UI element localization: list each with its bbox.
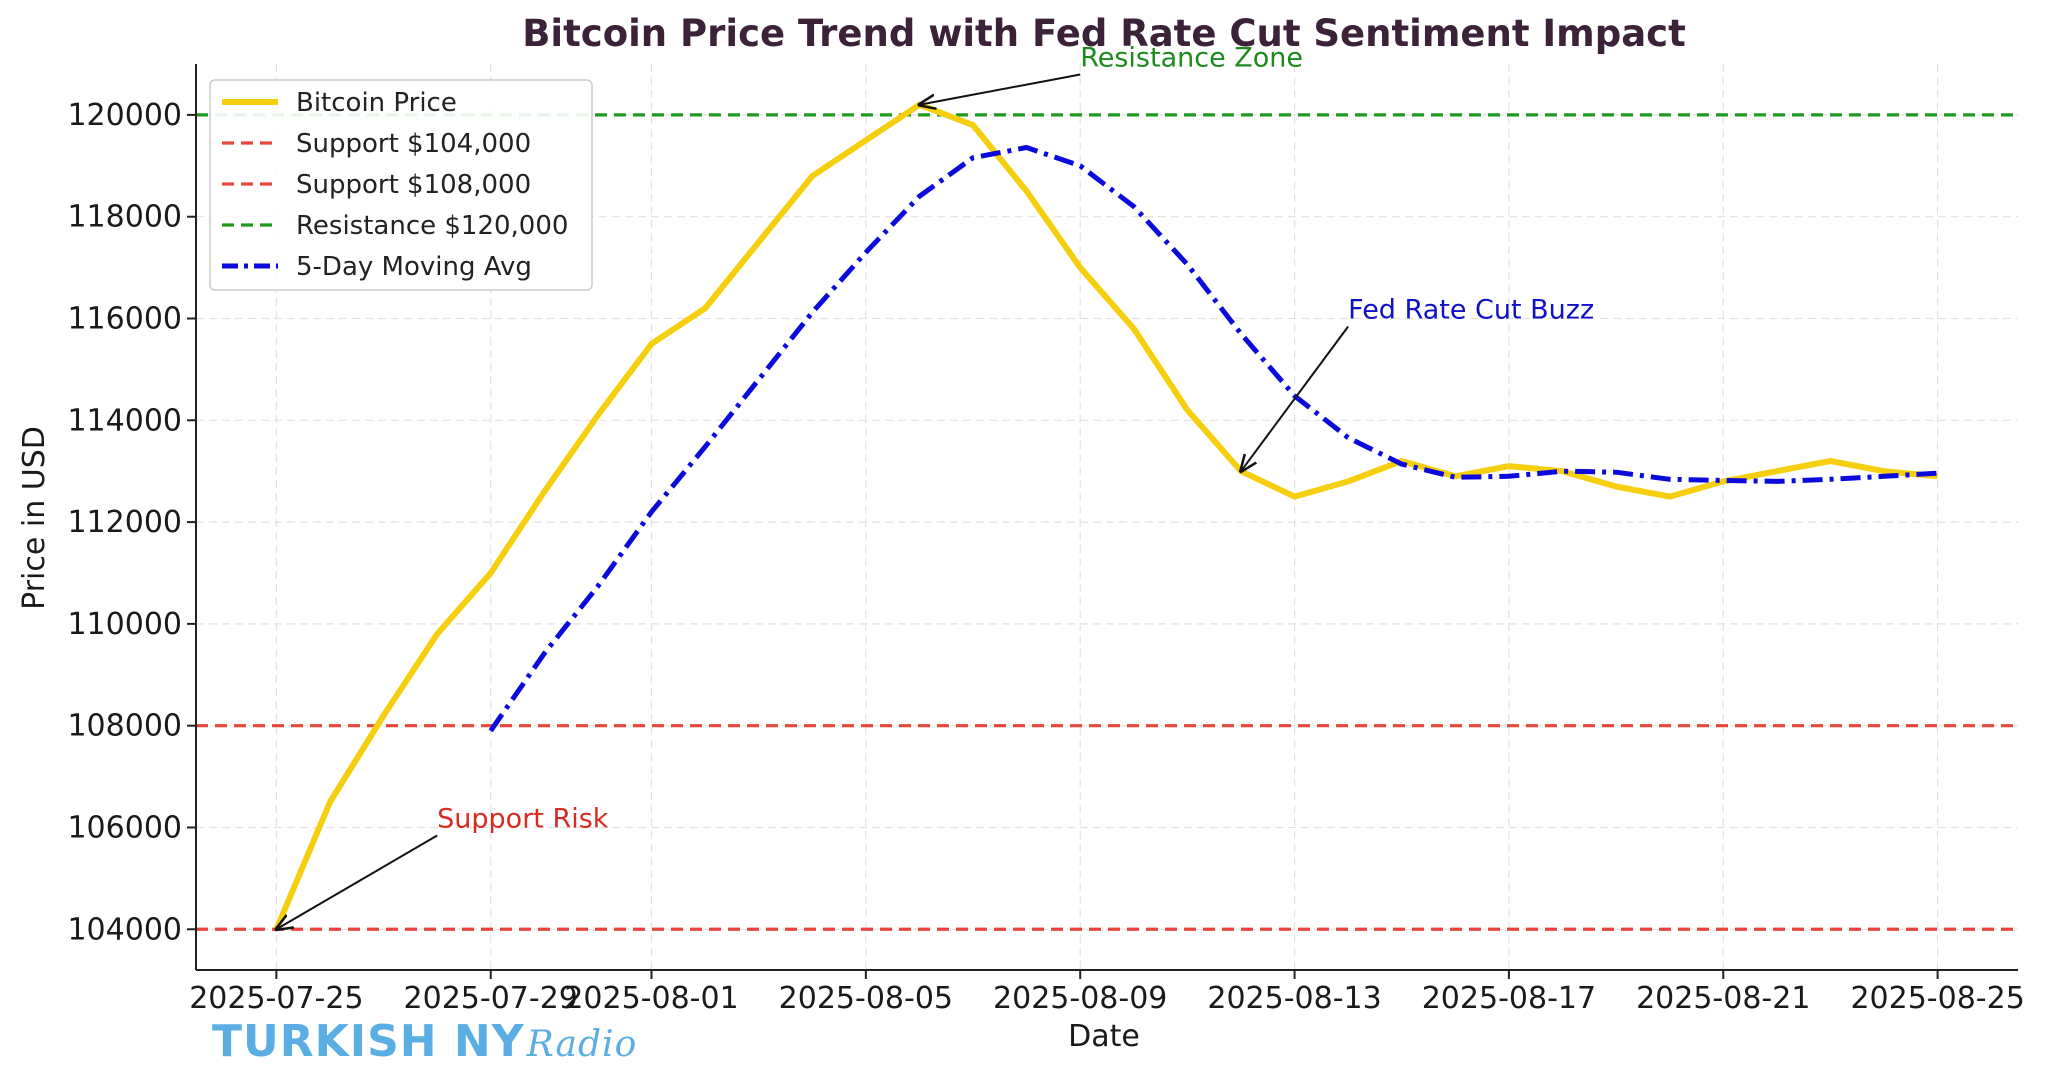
legend-label-1: Support $104,000 <box>296 129 531 159</box>
x-tick-label: 2025-08-09 <box>993 981 1167 1016</box>
annotation-text-0: Resistance Zone <box>1080 43 1303 74</box>
chart-title: Bitcoin Price Trend with Fed Rate Cut Se… <box>522 12 1686 55</box>
watermark-brand: TURKISH NY <box>212 1016 525 1067</box>
y-tick-label: 118000 <box>67 200 182 235</box>
x-tick-label: 2025-08-13 <box>1207 981 1381 1016</box>
legend-label-4: 5-Day Moving Avg <box>296 252 532 282</box>
x-tick-label: 2025-07-25 <box>189 981 363 1016</box>
annotation-arrow-1 <box>1241 325 1349 471</box>
annotation-arrow-0 <box>919 73 1081 105</box>
y-tick-label: 116000 <box>67 301 182 336</box>
legend-label-0: Bitcoin Price <box>296 88 457 118</box>
y-tick-label: 104000 <box>67 912 182 947</box>
x-tick-label: 2025-08-25 <box>1850 981 2024 1016</box>
y-tick-label: 108000 <box>67 709 182 744</box>
x-tick-label: 2025-07-29 <box>404 981 578 1016</box>
x-tick-label: 2025-08-05 <box>779 981 953 1016</box>
axes: 104000 106000 108000 110000 112000 114000 1160… <box>67 64 2025 1016</box>
x-axis-label: Date <box>1068 1019 1140 1054</box>
x-tick-label: 2025-08-01 <box>564 981 738 1016</box>
y-tick-label: 114000 <box>67 403 182 438</box>
legend-box <box>209 79 593 291</box>
legend-label-2: Support $108,000 <box>296 170 531 200</box>
annotations: Resistance Zone Fed Rate Cut Buzz Support … <box>276 43 1594 930</box>
annotation-text-2: Support Risk <box>437 803 609 834</box>
watermark-script: Radio <box>526 1024 638 1065</box>
watermark-logo: TURKISH NYRadio <box>212 1016 637 1067</box>
series-line-0 <box>273 101 1938 931</box>
x-tick-label: 2025-08-17 <box>1422 981 1596 1016</box>
x-tick-label: 2025-08-21 <box>1636 981 1810 1016</box>
legend-label-3: Resistance $120,000 <box>296 211 568 241</box>
y-tick-label: 110000 <box>67 607 182 642</box>
y-tick-label: 106000 <box>67 810 182 845</box>
legend: Bitcoin Price Support $104,000 Support $10… <box>209 79 593 291</box>
series-line-1 <box>488 145 1938 733</box>
annotation-arrow-2 <box>276 834 438 929</box>
series <box>273 101 1938 931</box>
y-tick-label: 120000 <box>67 98 182 133</box>
y-axis-label: Price in USD <box>17 426 52 610</box>
annotation-text-1: Fed Rate Cut Buzz <box>1348 294 1594 325</box>
y-tick-label: 112000 <box>67 505 182 540</box>
